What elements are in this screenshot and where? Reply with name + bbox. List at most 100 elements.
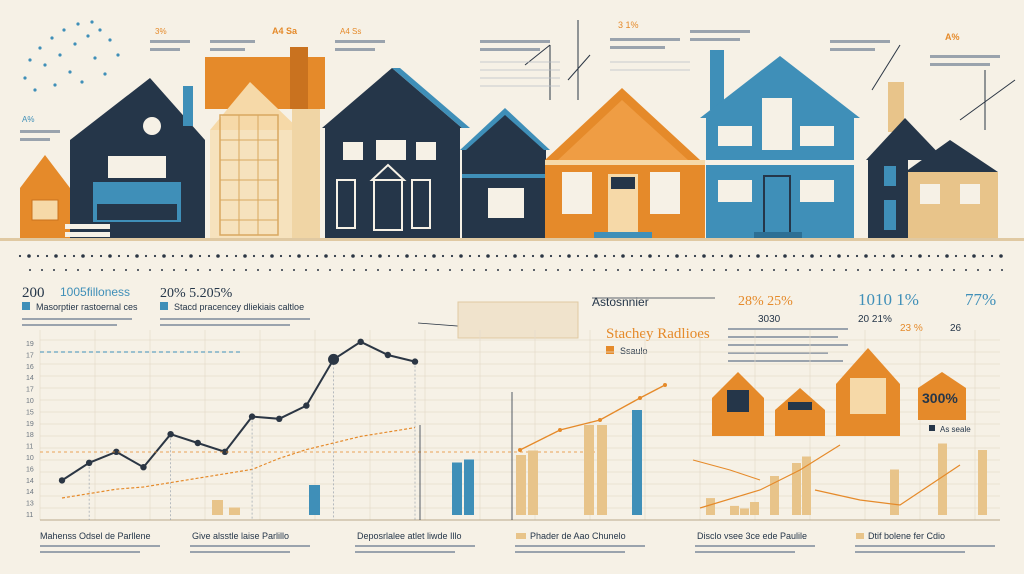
divider-dot bbox=[905, 269, 907, 271]
divider-dot bbox=[351, 254, 355, 258]
dot-burst-decoration bbox=[23, 20, 120, 92]
divider-dot bbox=[641, 269, 643, 271]
series-1-point bbox=[113, 448, 120, 455]
divider-dot bbox=[305, 269, 307, 271]
divider-dot bbox=[269, 269, 271, 271]
divider-dot bbox=[113, 269, 115, 271]
divider-dot bbox=[747, 254, 751, 258]
y-tick-labels: 19 17 16 14 17 10 15 19 18 11 10 16 14 14 13 11 bbox=[26, 341, 34, 519]
divider-dot bbox=[72, 254, 76, 258]
stat-left-sub: Masorptier rastoernal ces bbox=[36, 302, 138, 312]
stat-top-right-b: 77% bbox=[965, 290, 996, 309]
series-1-point bbox=[411, 358, 419, 365]
trend-line bbox=[692, 459, 761, 481]
stat-left-value: 200 bbox=[22, 285, 45, 301]
divider-dot bbox=[137, 269, 139, 271]
divider-dot bbox=[245, 269, 247, 271]
caption-swatch-2 bbox=[856, 533, 864, 539]
divider-dot bbox=[665, 269, 667, 271]
divider-dot bbox=[720, 254, 724, 258]
divider-dot bbox=[846, 254, 850, 258]
divider-dot bbox=[711, 254, 715, 258]
divider-dot bbox=[941, 269, 943, 271]
divider-dot bbox=[377, 269, 379, 271]
divider-dot bbox=[149, 269, 151, 271]
divider-dot bbox=[437, 269, 439, 271]
divider-dot bbox=[198, 254, 202, 258]
caption-4: Phader de Aao Chunelo bbox=[530, 531, 626, 541]
divider-dot bbox=[125, 269, 127, 271]
divider-dot bbox=[89, 269, 91, 271]
divider-dot bbox=[567, 254, 571, 258]
divider-dot bbox=[585, 254, 589, 258]
stat-right-heading: Stachey Radlioes bbox=[606, 326, 710, 342]
series-1-point bbox=[328, 353, 340, 365]
divider-dot bbox=[261, 254, 265, 258]
divider-dot bbox=[630, 254, 634, 258]
divider-dot bbox=[677, 269, 679, 271]
stat-mid-sub: Stacd pracencey dliekiais caltloe bbox=[174, 302, 304, 312]
house-orange-main bbox=[545, 88, 705, 238]
divider-dot bbox=[603, 254, 607, 258]
divider-dot bbox=[18, 254, 22, 258]
divider-dot bbox=[965, 269, 967, 271]
divider-dot bbox=[977, 269, 979, 271]
divider-dot bbox=[365, 269, 367, 271]
divider-dot bbox=[621, 254, 625, 258]
house-icon-2 bbox=[775, 388, 825, 436]
badge-sub: As seale bbox=[940, 425, 971, 434]
divider-dot bbox=[441, 254, 445, 258]
divider-dot bbox=[36, 254, 40, 258]
series-1-point bbox=[276, 415, 283, 422]
stat-mid-swatch bbox=[160, 302, 168, 310]
divider-dot bbox=[900, 254, 904, 258]
divider-dot bbox=[99, 254, 103, 258]
divider-dot bbox=[785, 269, 787, 271]
y-tick-label: 16 bbox=[26, 364, 34, 371]
right-stat-lines bbox=[728, 328, 848, 362]
house-blue-main bbox=[700, 50, 860, 238]
divider-dot bbox=[341, 269, 343, 271]
divider-dot bbox=[809, 269, 811, 271]
top-annotation-lines bbox=[20, 30, 1000, 141]
house-blue-small bbox=[460, 108, 550, 238]
divider-dot bbox=[557, 269, 559, 271]
bar bbox=[309, 485, 320, 515]
y-tick-label: 13 bbox=[26, 501, 34, 508]
caption-2: Give alsstle laise Parlillo bbox=[192, 531, 289, 541]
series-1-point bbox=[357, 338, 364, 345]
header-note-f: A% bbox=[22, 115, 34, 124]
trend-point bbox=[558, 428, 562, 432]
divider-dot bbox=[558, 254, 562, 258]
divider-dot bbox=[401, 269, 403, 271]
bar bbox=[978, 450, 987, 515]
divider-dot bbox=[857, 269, 859, 271]
divider-dot bbox=[990, 254, 994, 258]
stat-sub-right-b: 23 % bbox=[900, 323, 923, 334]
divider-dot bbox=[612, 254, 616, 258]
divider-dot bbox=[972, 254, 976, 258]
stat-right-title: Astosnnier bbox=[592, 295, 649, 309]
divider-dot bbox=[963, 254, 967, 258]
bar bbox=[730, 505, 739, 515]
divider-dot bbox=[929, 269, 931, 271]
trend-point bbox=[638, 396, 642, 400]
divider-dot bbox=[459, 254, 463, 258]
stat-mid-value: 20% 5.205% bbox=[160, 286, 233, 301]
divider-dot bbox=[101, 269, 103, 271]
stat-top-mid: 28% 25% bbox=[738, 294, 793, 309]
divider-dot bbox=[1001, 269, 1003, 271]
bar bbox=[938, 443, 947, 515]
house-icon-badge bbox=[918, 372, 966, 420]
divider-dot bbox=[504, 254, 508, 258]
trend-point bbox=[518, 448, 522, 452]
header-note-e: A% bbox=[945, 32, 960, 42]
divider-dot bbox=[288, 254, 292, 258]
divider-dot bbox=[369, 254, 373, 258]
divider-dot bbox=[252, 254, 256, 258]
divider-dot bbox=[171, 254, 175, 258]
divider-dot bbox=[450, 254, 454, 258]
divider-dot bbox=[522, 254, 526, 258]
divider-dot bbox=[684, 254, 688, 258]
bar bbox=[229, 507, 240, 515]
